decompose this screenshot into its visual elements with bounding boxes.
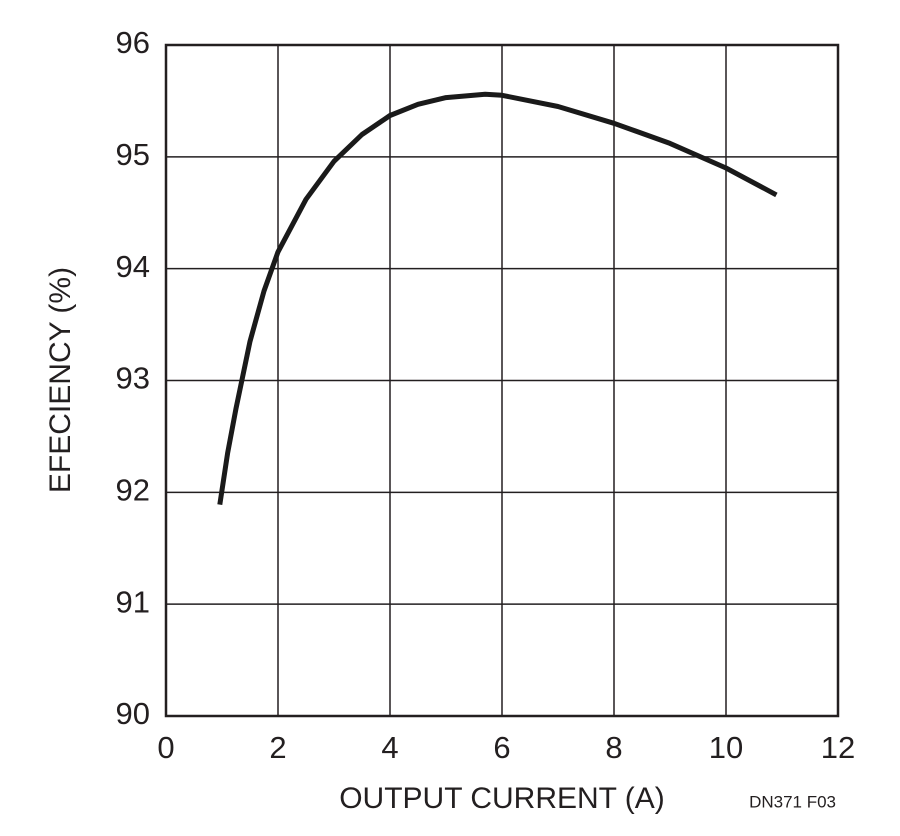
data-line (217, 91, 778, 505)
x-tick-label: 0 (157, 730, 174, 765)
y-tick-label: 90 (116, 696, 150, 731)
figure-note: DN371 F03 (749, 792, 836, 811)
y-axis-label: EFECIENCY (%) (44, 267, 77, 493)
x-tick-label: 10 (709, 730, 743, 765)
x-tick-label: 2 (269, 730, 286, 765)
y-tick-label: 91 (116, 584, 150, 619)
y-tick-label: 93 (116, 361, 150, 396)
plot-frame (164, 43, 840, 718)
y-tick-label: 96 (116, 25, 150, 60)
x-tick-label: 12 (821, 730, 855, 765)
x-tick-label: 4 (381, 730, 398, 765)
x-tick-label: 8 (605, 730, 622, 765)
y-tick-label: 94 (116, 249, 150, 284)
x-axis-label: OUTPUT CURRENT (A) (339, 782, 665, 815)
y-tick-label: 92 (116, 473, 150, 508)
x-tick-label: 6 (493, 730, 510, 765)
y-tick-label: 95 (116, 137, 150, 172)
